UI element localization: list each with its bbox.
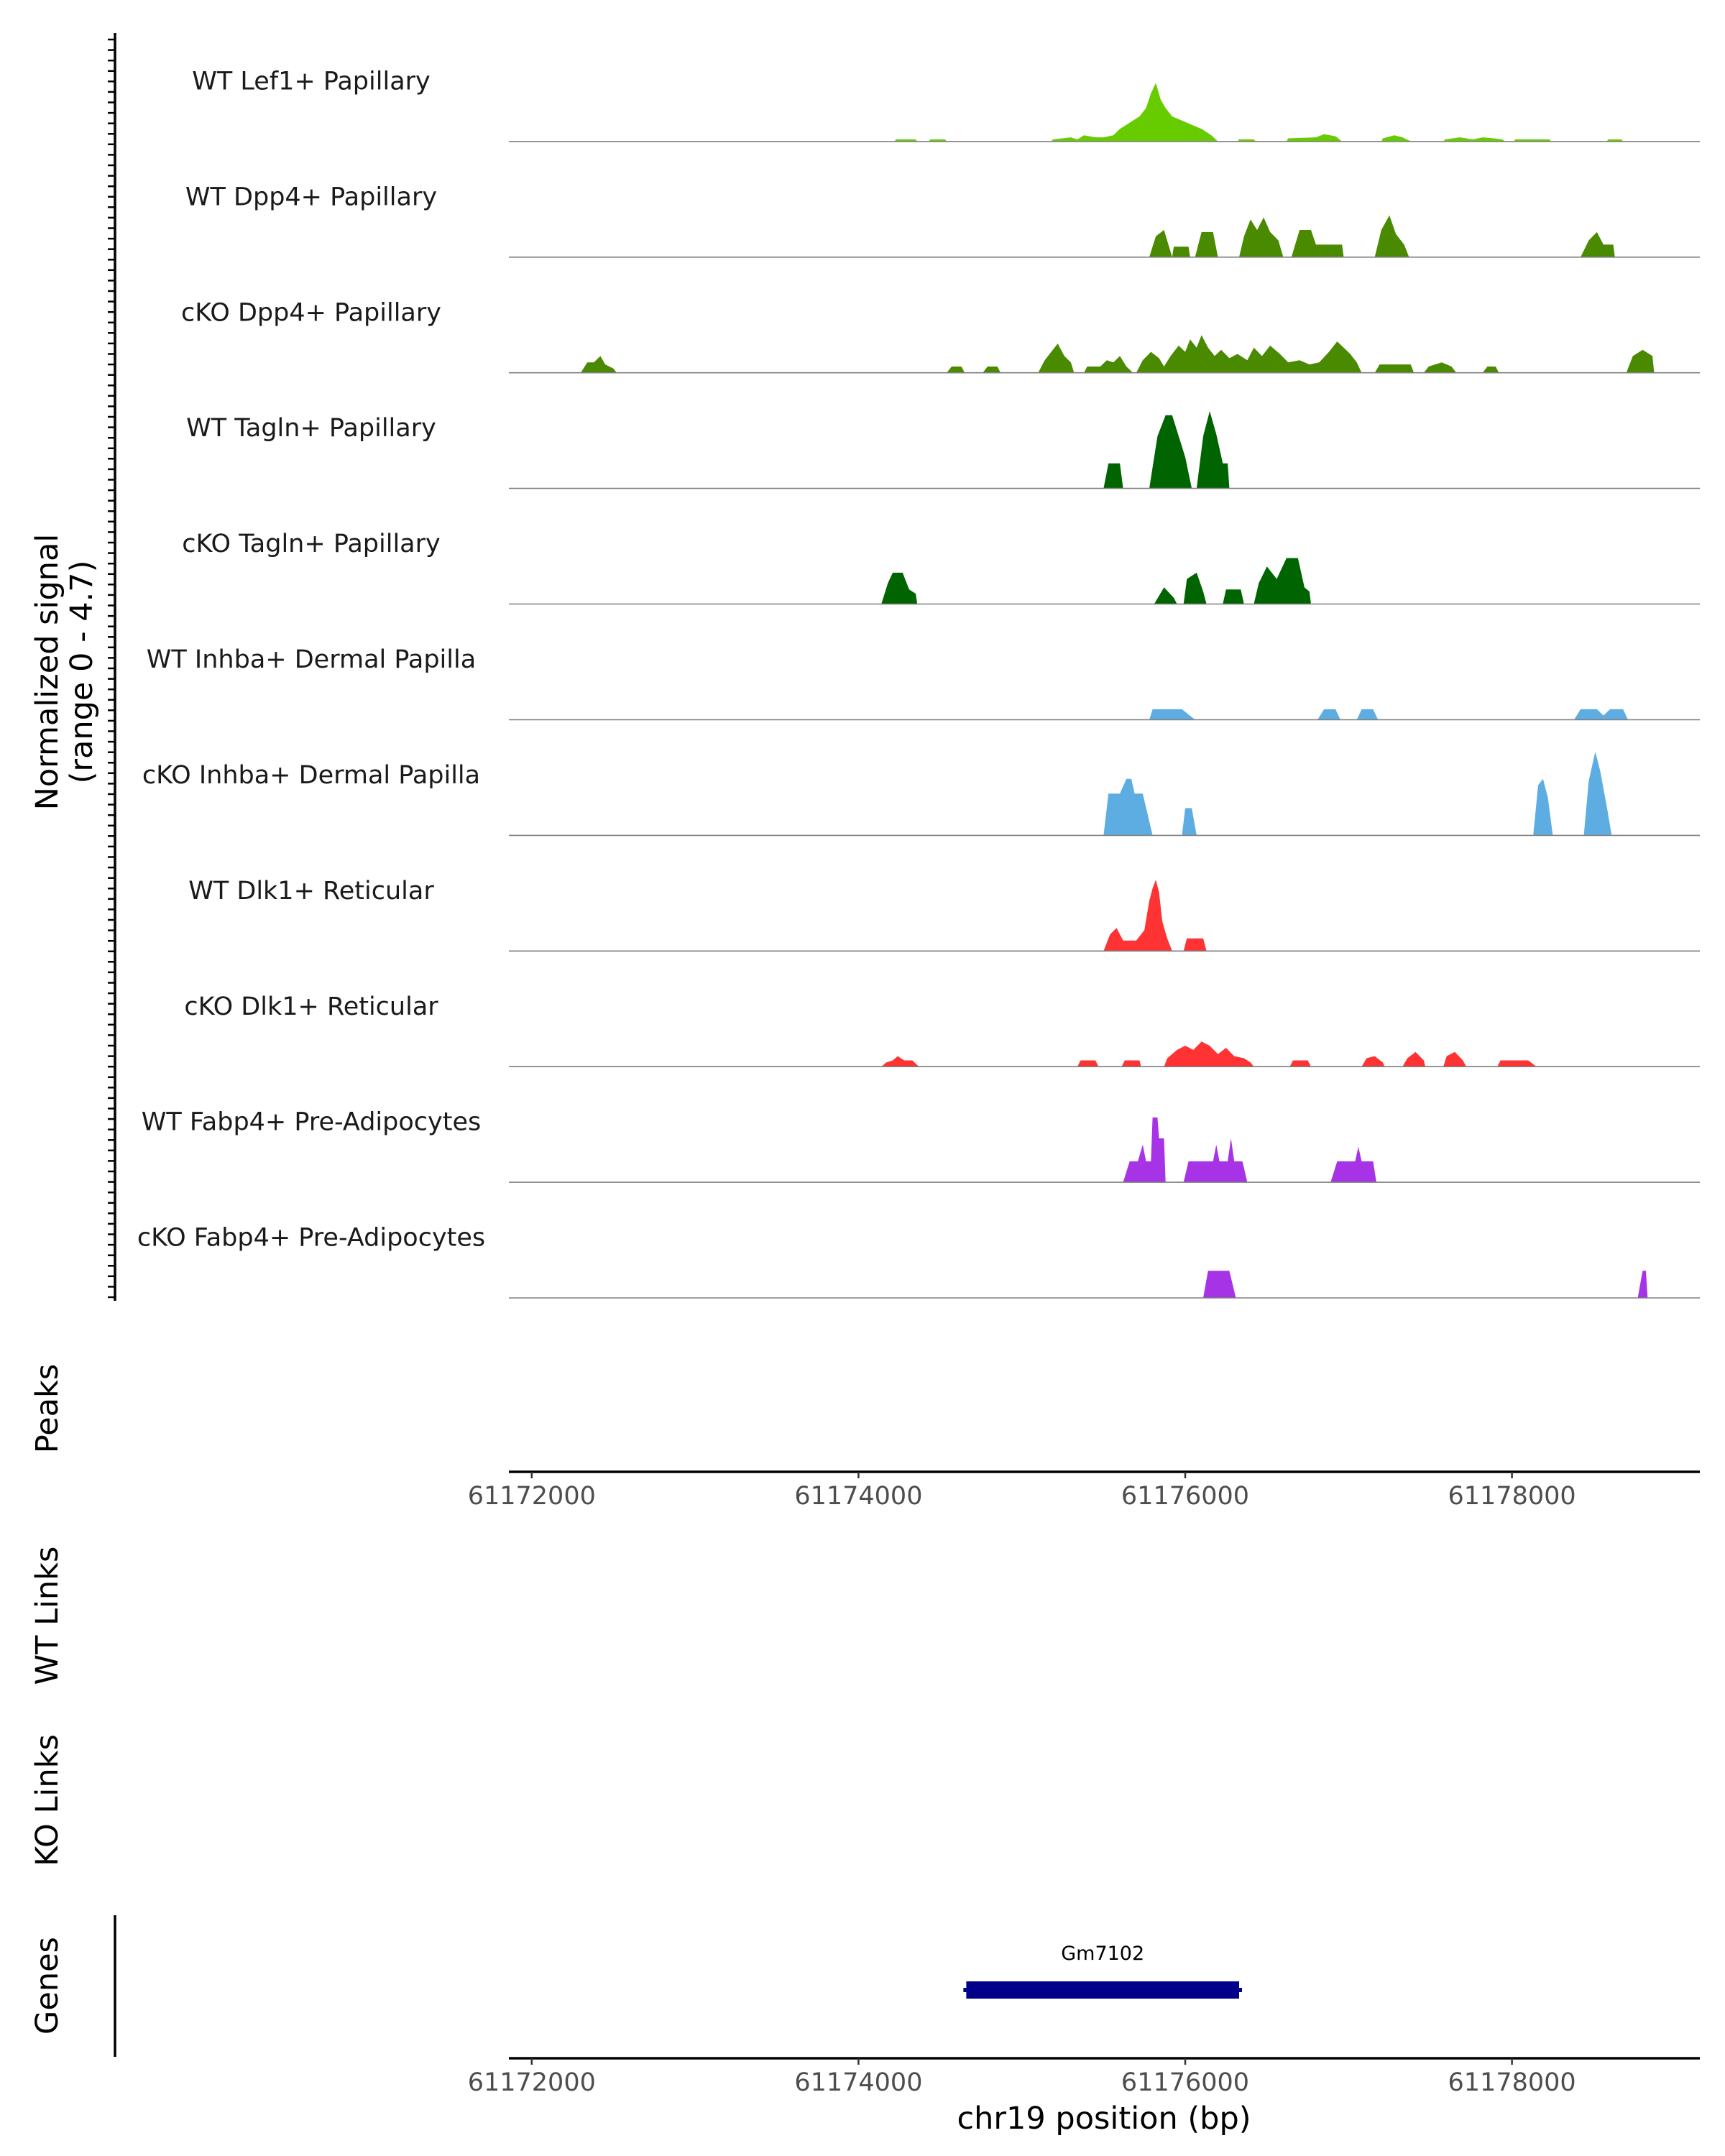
coverage-area <box>1149 215 1615 257</box>
genes-panel-label: Genes <box>29 1937 65 2035</box>
x-tick-label: 61174000 <box>794 1482 922 1511</box>
track: WT Tagln+ Papillary <box>186 411 1700 489</box>
x-tick-label: 61176000 <box>1121 1482 1249 1511</box>
track-label: WT Dpp4+ Papillary <box>185 183 437 211</box>
x-tick-label: 61172000 <box>468 2068 596 2097</box>
track: cKO Fabp4+ Pre-Adipocytes <box>137 1224 1700 1299</box>
coverage-area <box>1103 411 1230 489</box>
track: cKO Dpp4+ Papillary <box>181 298 1700 374</box>
x-tick-label: 61178000 <box>1448 1482 1576 1511</box>
gene-track: Gm7102 <box>963 1943 1242 1999</box>
coverage-y-ticks <box>108 38 115 1299</box>
coverage-area <box>881 1041 1537 1067</box>
coverage-area <box>581 335 1655 373</box>
peaks-x-axis: 61172000 61174000 61176000 61178000 <box>468 1472 1576 1511</box>
track: WT Dlk1+ Reticular <box>188 877 1700 952</box>
ko-links-panel-label: KO Links <box>29 1734 65 1866</box>
genes-x-axis: 61172000 61174000 61176000 61178000 <box>468 2058 1576 2097</box>
peaks-panel-label: Peaks <box>29 1364 65 1454</box>
x-tick-label: 61172000 <box>468 1482 596 1511</box>
gene: Gm7102 <box>963 1943 1242 1999</box>
genes-panel: Genes Gm7102 61172000 61174000 61176000 611… <box>29 1915 1700 2137</box>
track-label: WT Inhba+ Dermal Papilla <box>147 645 476 674</box>
coverage-y-label-line1: Normalized signal <box>29 534 65 811</box>
track: cKO Tagln+ Papillary <box>182 530 1700 605</box>
track-label: cKO Dlk1+ Reticular <box>184 992 438 1021</box>
track-label: cKO Inhba+ Dermal Papilla <box>142 761 480 790</box>
wt-links-panel-label: WT Links <box>29 1547 65 1685</box>
x-axis-title: chr19 position (bp) <box>957 2101 1251 2137</box>
track-label: cKO Fabp4+ Pre-Adipocytes <box>137 1224 485 1253</box>
x-tick-label: 61174000 <box>794 2068 922 2097</box>
track: WT Dpp4+ Papillary <box>185 183 1700 258</box>
track-label: cKO Dpp4+ Papillary <box>181 298 441 327</box>
track: WT Inhba+ Dermal Papilla <box>147 645 1700 721</box>
coverage-panel: Normalized signal (range 0 - 4.7) WT Lef… <box>29 33 1700 1301</box>
coverage-area <box>1149 709 1628 720</box>
coverage-tracks: WT Lef1+ Papillary WT Dpp4+ Papillary cKO … <box>137 68 1700 1299</box>
track-label: WT Fabp4+ Pre-Adipocytes <box>142 1108 481 1137</box>
track-label: WT Lef1+ Papillary <box>192 68 431 96</box>
track: WT Fabp4+ Pre-Adipocytes <box>142 1108 1700 1183</box>
coverage-area <box>881 558 1311 604</box>
track: cKO Inhba+ Dermal Papilla <box>142 752 1700 837</box>
track-label: cKO Tagln+ Papillary <box>182 530 441 558</box>
track: cKO Dlk1+ Reticular <box>184 992 1700 1067</box>
coverage-area <box>1103 880 1207 952</box>
peaks-panel: Peaks 61172000 61174000 61176000 61178000 <box>29 1364 1700 1511</box>
coverage-area <box>1123 1117 1376 1183</box>
x-tick-label: 61176000 <box>1121 2068 1249 2097</box>
track: WT Lef1+ Papillary <box>192 68 1700 142</box>
x-tick-label: 61178000 <box>1448 2068 1576 2097</box>
track-label: WT Dlk1+ Reticular <box>188 877 434 906</box>
track-label: WT Tagln+ Papillary <box>186 414 436 443</box>
gene-body <box>966 1981 1239 1999</box>
gene-label: Gm7102 <box>1061 1943 1144 1965</box>
coverage-y-label-line2: (range 0 - 4.7) <box>64 561 100 784</box>
